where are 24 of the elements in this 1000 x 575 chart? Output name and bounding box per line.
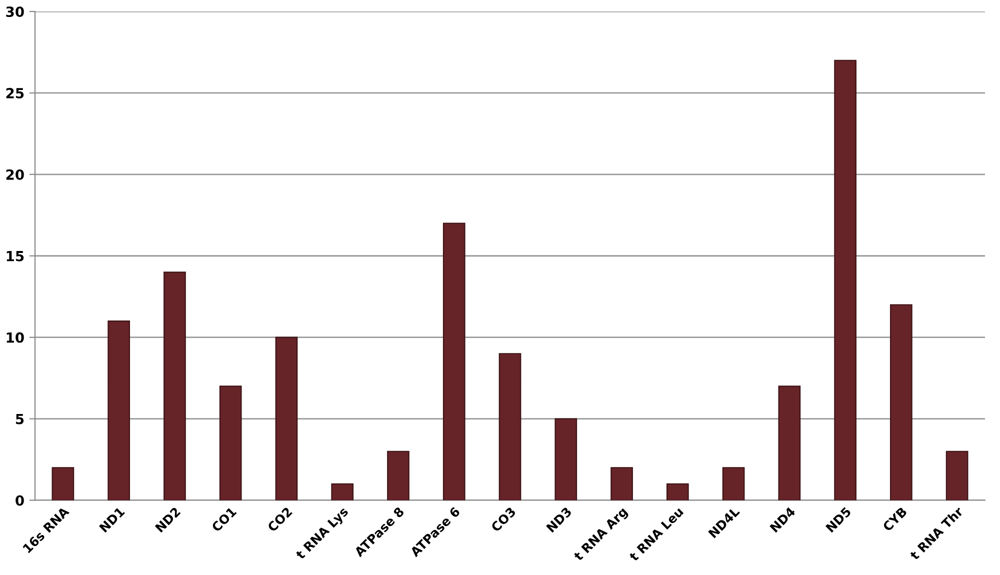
bar: [442, 222, 466, 500]
bar: [946, 450, 968, 500]
bar: [498, 353, 522, 500]
bar: [834, 60, 856, 500]
bar: [108, 320, 130, 500]
bar: [610, 467, 633, 500]
bar: [52, 467, 74, 500]
bar: [722, 467, 745, 500]
bar: [331, 483, 354, 500]
y-tick-label: 15: [6, 251, 24, 262]
bar: [219, 386, 242, 500]
y-tick-label: 5: [16, 414, 24, 424]
bar: [778, 386, 801, 500]
bar: [275, 336, 298, 500]
y-tick-label: 0: [16, 495, 24, 506]
bar: [554, 418, 578, 500]
y-tick-label: 30: [6, 6, 24, 17]
bar: [387, 450, 410, 500]
y-tick-label: 10: [6, 332, 24, 343]
y-tick-label: 20: [6, 169, 24, 180]
y-tick-label: 25: [6, 88, 24, 98]
bar: [890, 304, 912, 500]
bar: [666, 483, 689, 500]
bar: [164, 272, 186, 500]
